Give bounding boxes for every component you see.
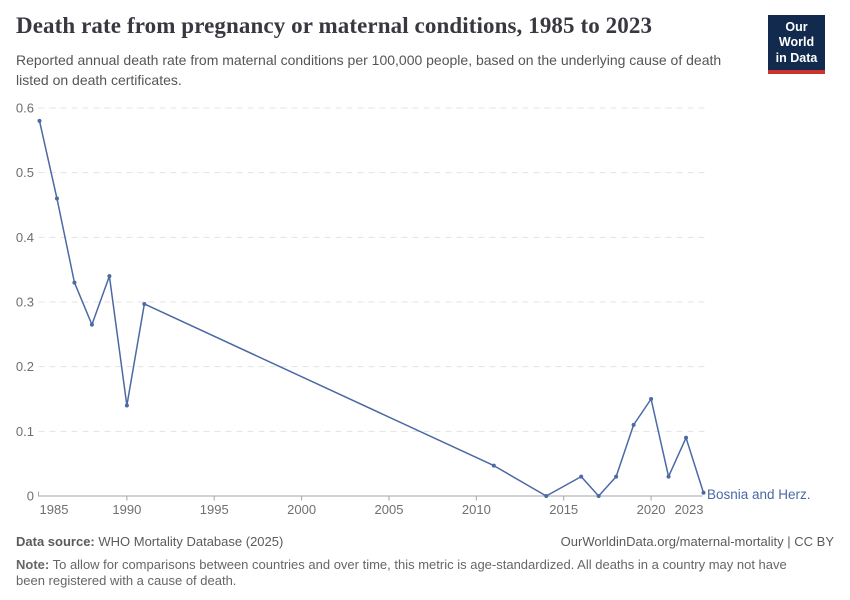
data-point[interactable] bbox=[491, 463, 496, 468]
data-point[interactable] bbox=[72, 280, 77, 285]
x-tick-label: 1990 bbox=[112, 502, 141, 517]
x-tick-label: 2015 bbox=[549, 502, 578, 517]
credit-link[interactable]: OurWorldinData.org/maternal-mortality | … bbox=[560, 534, 834, 549]
chart-footer: Data source: WHO Mortality Database (202… bbox=[16, 533, 834, 590]
owid-logo-line1: Our World bbox=[778, 20, 815, 50]
page-title: Death rate from pregnancy or maternal co… bbox=[16, 13, 653, 38]
x-tick-label: 2023 bbox=[675, 502, 704, 517]
data-source-text: WHO Mortality Database (2025) bbox=[94, 534, 284, 549]
data-point[interactable] bbox=[614, 474, 619, 479]
data-point[interactable] bbox=[649, 397, 654, 401]
x-tick-label: 1985 bbox=[40, 502, 69, 517]
y-tick-label: 0.5 bbox=[16, 165, 34, 180]
data-source-label: Data source: bbox=[16, 534, 95, 549]
x-axis-line bbox=[38, 491, 703, 497]
y-tick-label: 0.2 bbox=[16, 359, 34, 374]
owid-logo-line2: in Data bbox=[775, 50, 818, 65]
y-tick-label: 0.6 bbox=[16, 101, 34, 116]
x-tick-label: 2010 bbox=[462, 502, 491, 517]
data-point[interactable] bbox=[666, 474, 671, 479]
data-point[interactable] bbox=[142, 301, 147, 306]
x-tick-label: 2000 bbox=[287, 502, 316, 517]
data-point[interactable] bbox=[37, 118, 42, 123]
data-line bbox=[38, 120, 705, 497]
series-label[interactable]: Bosnia and Herz. bbox=[707, 487, 811, 502]
note-label: Note: bbox=[16, 556, 50, 572]
x-tick-label: 1995 bbox=[200, 502, 229, 517]
y-tick-label: 0.1 bbox=[16, 424, 34, 439]
y-tick-label: 0.4 bbox=[16, 230, 34, 245]
data-point[interactable] bbox=[124, 403, 129, 408]
data-point[interactable] bbox=[54, 196, 59, 201]
data-point[interactable] bbox=[631, 422, 636, 427]
data-point[interactable] bbox=[107, 274, 112, 279]
data-point[interactable] bbox=[701, 490, 706, 495]
data-point[interactable] bbox=[89, 322, 94, 327]
data-point[interactable] bbox=[684, 435, 689, 440]
note-text: To allow for comparisons between countri… bbox=[16, 556, 787, 589]
data-point[interactable] bbox=[544, 494, 549, 498]
x-tick-label: 2005 bbox=[375, 502, 404, 517]
data-point[interactable] bbox=[579, 474, 584, 479]
x-tick-label: 2020 bbox=[637, 502, 666, 517]
owid-logo[interactable]: Our World in Data bbox=[768, 15, 825, 74]
y-tick-label: 0 bbox=[27, 489, 34, 504]
chart-note: Note: To allow for comparisons between c… bbox=[16, 557, 806, 590]
data-point[interactable] bbox=[596, 494, 601, 498]
data-source: Data source: WHO Mortality Database (202… bbox=[16, 533, 283, 551]
y-tick-label: 0.3 bbox=[16, 295, 34, 310]
chart-subtitle: Reported annual death rate from maternal… bbox=[16, 52, 722, 89]
